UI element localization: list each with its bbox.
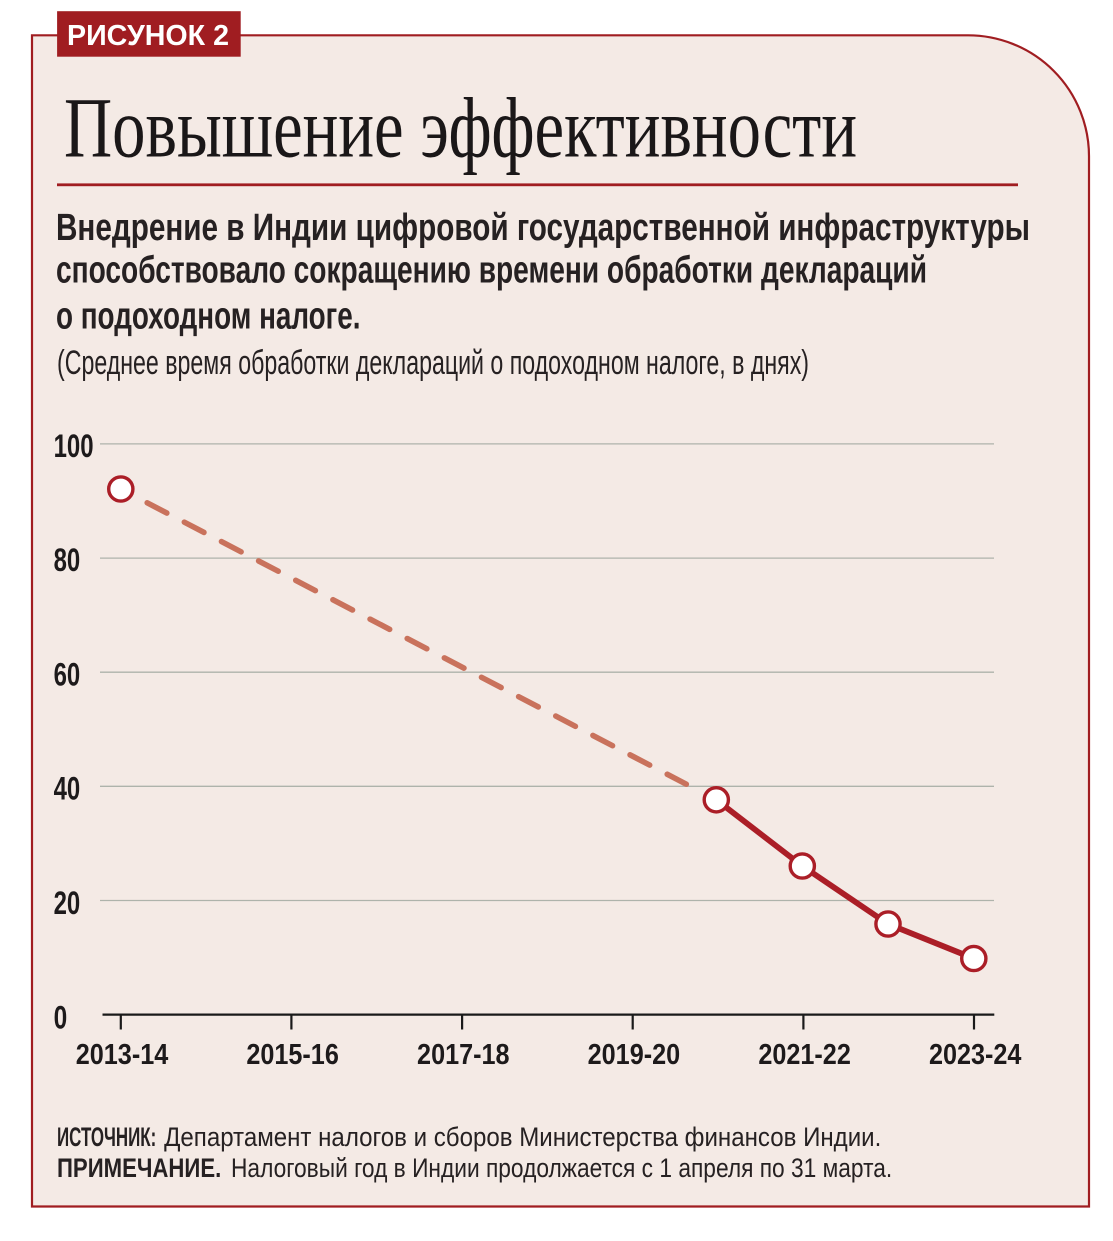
- svg-text:2023-24: 2023-24: [929, 1039, 1022, 1071]
- svg-text:способствовало сокращению врем: способствовало сокращению времени обрабо…: [56, 250, 927, 292]
- svg-text:ПРИМЕЧАНИЕ.Налоговый год в Инд: ПРИМЕЧАНИЕ. Налоговый год в Индии продолж…: [57, 1153, 892, 1183]
- svg-text:60: 60: [54, 657, 81, 693]
- svg-text:2019-20: 2019-20: [588, 1039, 681, 1071]
- svg-text:2017-18: 2017-18: [417, 1039, 510, 1071]
- svg-text:Внедрение в Индии цифровой гос: Внедрение в Индии цифровой государственн…: [56, 207, 1030, 249]
- svg-text:(Среднее время обработки декла: (Среднее время обработки деклараций о по…: [57, 344, 809, 382]
- svg-text:РИСУНОК 2: РИСУНОК 2: [67, 20, 229, 52]
- svg-text:80: 80: [54, 542, 81, 578]
- svg-text:о подоходном налоге.: о подоходном налоге.: [56, 295, 361, 337]
- svg-text:ИСТОЧНИК:Департамент налогов и: ИСТОЧНИК: Департамент налогов и сборов Ми…: [57, 1122, 881, 1152]
- svg-text:2015-16: 2015-16: [246, 1039, 339, 1071]
- svg-text:20: 20: [54, 885, 81, 921]
- svg-text:40: 40: [54, 771, 81, 807]
- svg-text:2013-14: 2013-14: [76, 1039, 169, 1071]
- svg-text:2021-22: 2021-22: [758, 1039, 851, 1071]
- svg-text:100: 100: [54, 428, 94, 464]
- svg-text:Повышение эффективности: Повышение эффективности: [64, 79, 857, 175]
- svg-text:0: 0: [54, 999, 68, 1035]
